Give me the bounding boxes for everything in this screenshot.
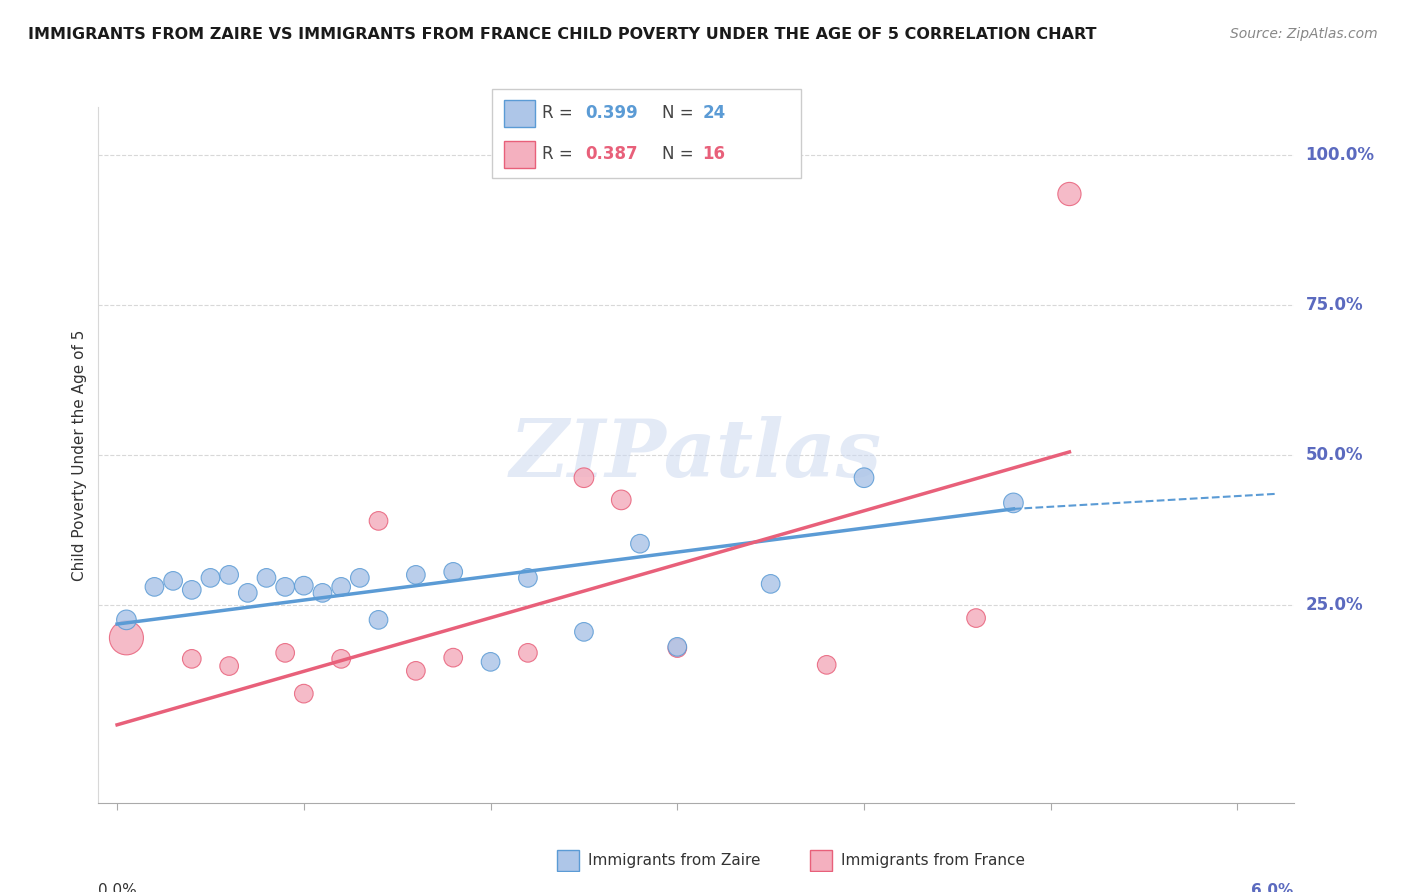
FancyBboxPatch shape [557, 850, 579, 871]
Text: 0.0%: 0.0% [98, 883, 138, 892]
Point [479, 655, 502, 669]
Text: 16: 16 [703, 145, 725, 163]
FancyBboxPatch shape [505, 141, 536, 168]
Text: N =: N = [662, 145, 699, 163]
Point [236, 586, 259, 600]
Point [628, 537, 651, 551]
Point [349, 571, 371, 585]
Text: 50.0%: 50.0% [1305, 446, 1362, 464]
Text: R =: R = [541, 104, 578, 122]
Point [405, 664, 427, 678]
Point [516, 646, 538, 660]
Point [218, 567, 240, 582]
Point [330, 580, 353, 594]
Point [180, 652, 202, 666]
Text: 0.399: 0.399 [585, 104, 638, 122]
Point [367, 613, 389, 627]
Text: IMMIGRANTS FROM ZAIRE VS IMMIGRANTS FROM FRANCE CHILD POVERTY UNDER THE AGE OF 5: IMMIGRANTS FROM ZAIRE VS IMMIGRANTS FROM… [28, 27, 1097, 42]
Point [572, 471, 595, 485]
Text: N =: N = [662, 104, 699, 122]
Point [218, 659, 240, 673]
Text: Immigrants from Zaire: Immigrants from Zaire [588, 854, 761, 868]
Point [610, 492, 633, 507]
Point [441, 650, 464, 665]
Point [274, 580, 297, 594]
Point [143, 580, 166, 594]
Point [330, 652, 353, 666]
Point [115, 631, 138, 645]
Text: Immigrants from France: Immigrants from France [841, 854, 1025, 868]
Point [200, 571, 222, 585]
Point [572, 624, 595, 639]
Point [162, 574, 184, 588]
FancyBboxPatch shape [492, 89, 801, 178]
Point [1002, 496, 1025, 510]
Text: 75.0%: 75.0% [1305, 296, 1362, 314]
Point [1059, 187, 1081, 202]
Text: Source: ZipAtlas.com: Source: ZipAtlas.com [1230, 27, 1378, 41]
Point [292, 579, 315, 593]
Y-axis label: Child Poverty Under the Age of 5: Child Poverty Under the Age of 5 [72, 329, 87, 581]
Point [311, 586, 333, 600]
FancyBboxPatch shape [505, 100, 536, 127]
Point [666, 640, 689, 654]
Point [965, 611, 987, 625]
Text: 6.0%: 6.0% [1251, 883, 1294, 892]
Point [441, 565, 464, 579]
Point [815, 657, 838, 672]
Point [274, 646, 297, 660]
Point [516, 571, 538, 585]
Text: 24: 24 [703, 104, 725, 122]
Point [853, 471, 876, 485]
Point [405, 567, 427, 582]
Point [256, 571, 278, 585]
Text: 25.0%: 25.0% [1305, 596, 1362, 614]
Text: ZIPatlas: ZIPatlas [510, 417, 882, 493]
Point [759, 577, 782, 591]
Text: 100.0%: 100.0% [1305, 146, 1375, 164]
FancyBboxPatch shape [810, 850, 832, 871]
Point [180, 582, 202, 597]
Point [367, 514, 389, 528]
Text: R =: R = [541, 145, 578, 163]
Point [292, 687, 315, 701]
Point [666, 641, 689, 656]
Text: 0.387: 0.387 [585, 145, 637, 163]
Point [115, 613, 138, 627]
